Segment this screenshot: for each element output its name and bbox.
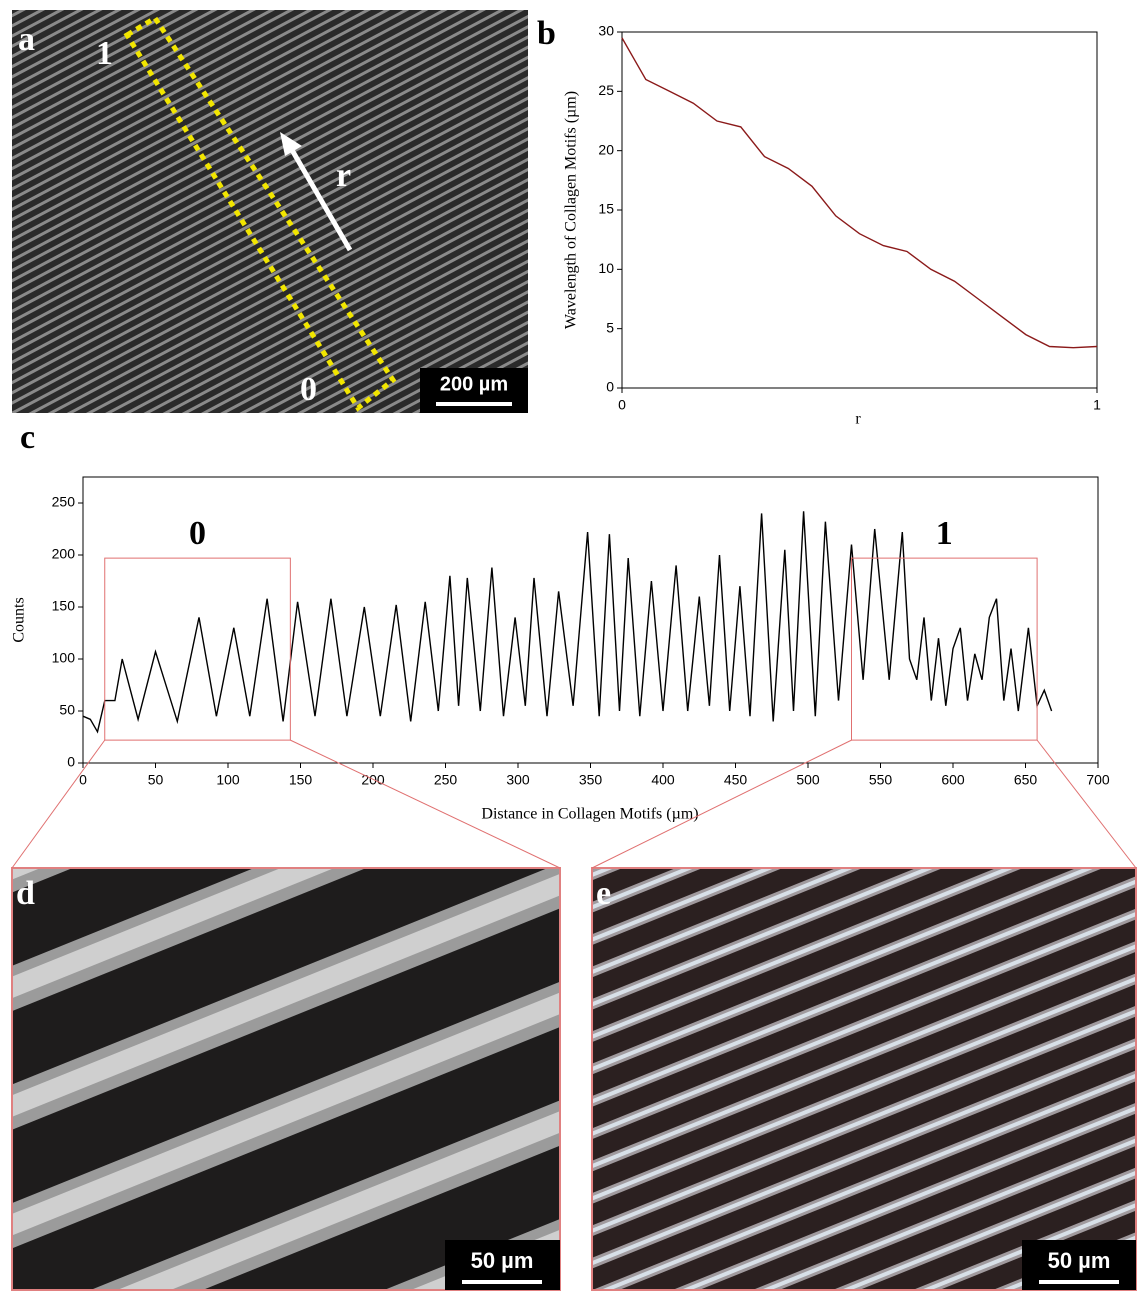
x-axis-label: r (855, 411, 861, 428)
scale-bar-label: 200 µm (440, 373, 508, 395)
x-tick-label: 600 (941, 772, 965, 788)
x-tick-label: 1 (1093, 397, 1101, 413)
roi-box (123, 14, 397, 412)
scale-bar-label: 50 µm (1048, 1248, 1111, 1273)
y-axis-label: Wavelength of Collagen Motifs (µm) (563, 91, 580, 329)
x-tick-label: 400 (651, 772, 675, 788)
y-tick-label: 150 (52, 598, 76, 614)
panel-a: a 1 r 0 200 µm (12, 10, 528, 413)
y-axis-label: Counts (11, 597, 28, 642)
x-tick-label: 450 (724, 772, 748, 788)
panel-label: c (20, 419, 35, 456)
region-label: 1 (936, 515, 953, 552)
x-tick-label: 100 (216, 772, 240, 788)
x-tick-label: 500 (796, 772, 820, 788)
region-box (104, 557, 291, 741)
y-tick-label: 15 (598, 201, 614, 217)
y-tick-label: 200 (52, 546, 76, 562)
x-tick-label: 250 (434, 772, 458, 788)
x-tick-label: 650 (1014, 772, 1038, 788)
x-tick-label: 150 (289, 772, 313, 788)
x-tick-label: 0 (618, 397, 626, 413)
y-tick-label: 100 (52, 650, 76, 666)
zoom-line (1036, 739, 1137, 869)
y-tick-label: 250 (52, 494, 76, 510)
data-line (621, 37, 1098, 349)
data-line (82, 511, 1053, 734)
y-tick-label: 5 (606, 319, 614, 335)
y-tick-label: 20 (598, 141, 614, 157)
x-tick-label: 550 (869, 772, 893, 788)
arrow (289, 148, 353, 252)
zoom-line (11, 739, 106, 869)
y-tick-label: 0 (606, 379, 614, 395)
annotation: 0 (300, 371, 317, 408)
region-box (851, 557, 1038, 741)
x-tick-label: 350 (579, 772, 603, 788)
y-tick-label: 30 (598, 23, 614, 39)
zoom-line (290, 739, 561, 869)
x-axis-label: Distance in Collagen Motifs (µm) (481, 806, 698, 823)
x-tick-label: 50 (148, 772, 164, 788)
y-tick-label: 10 (598, 260, 614, 276)
y-tick-label: 0 (67, 754, 75, 770)
annotation: r (336, 157, 351, 194)
panel-d: d 50 µm (11, 867, 561, 1291)
scale-bar-label: 50 µm (471, 1248, 534, 1273)
x-tick-label: 700 (1086, 772, 1110, 788)
region-label: 0 (189, 515, 206, 552)
panel-label: b (537, 15, 556, 52)
y-tick-label: 25 (598, 82, 614, 98)
annotation: 1 (96, 35, 113, 72)
zoom-line (591, 739, 852, 869)
panel-e: e 50 µm (591, 867, 1137, 1291)
panel-label: d (16, 875, 35, 912)
x-tick-label: 300 (506, 772, 530, 788)
micrograph (12, 10, 528, 413)
panel-label: a (18, 21, 35, 58)
y-tick-label: 50 (59, 702, 75, 718)
arrow-head (280, 132, 302, 156)
panel-label: e (596, 875, 611, 912)
micrograph (11, 867, 561, 1291)
x-tick-label: 0 (79, 772, 87, 788)
micrograph (591, 867, 1137, 1291)
